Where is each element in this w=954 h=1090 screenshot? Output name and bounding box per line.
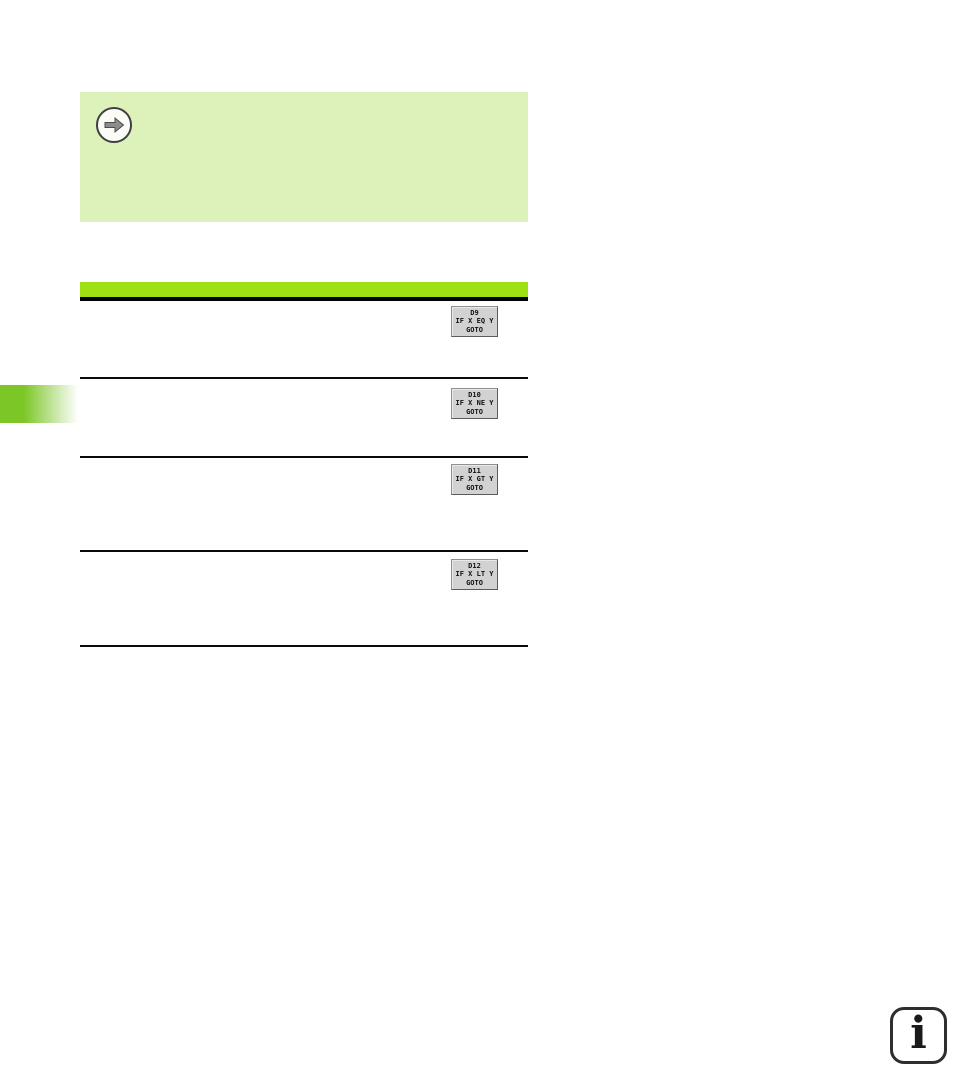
table-header-rule	[80, 297, 528, 301]
softkey-line: D10	[468, 390, 481, 399]
softkey-d10-if-x-ne-y-goto: D10 IF X NE Y GOTO	[451, 388, 498, 419]
softkey-line: IF X GT Y	[455, 475, 494, 484]
note-box	[80, 92, 528, 222]
row-separator	[80, 377, 528, 379]
chapter-edge-tab	[0, 385, 78, 423]
softkey-line: D12	[468, 561, 481, 570]
arrow-right-icon	[96, 107, 132, 143]
softkey-line: GOTO	[466, 325, 483, 334]
table-header-bar	[80, 282, 528, 297]
row-separator	[80, 456, 528, 458]
softkey-line: GOTO	[466, 578, 483, 587]
softkey-line: IF X EQ Y	[455, 317, 494, 326]
softkey-line: GOTO	[466, 483, 483, 492]
info-icon: i	[890, 1007, 947, 1064]
softkey-line: D9	[470, 308, 479, 317]
info-icon-glyph: i	[910, 1007, 927, 1059]
softkey-line: IF X NE Y	[455, 399, 494, 408]
softkey-d12-if-x-lt-y-goto: D12 IF X LT Y GOTO	[451, 559, 498, 590]
softkey-line: IF X LT Y	[455, 570, 494, 579]
softkey-line: D11	[468, 466, 481, 475]
softkey-d9-if-x-eq-y-goto: D9 IF X EQ Y GOTO	[451, 306, 498, 337]
row-separator	[80, 550, 528, 552]
softkey-d11-if-x-gt-y-goto: D11 IF X GT Y GOTO	[451, 464, 498, 495]
row-separator	[80, 645, 528, 647]
softkey-line: GOTO	[466, 407, 483, 416]
